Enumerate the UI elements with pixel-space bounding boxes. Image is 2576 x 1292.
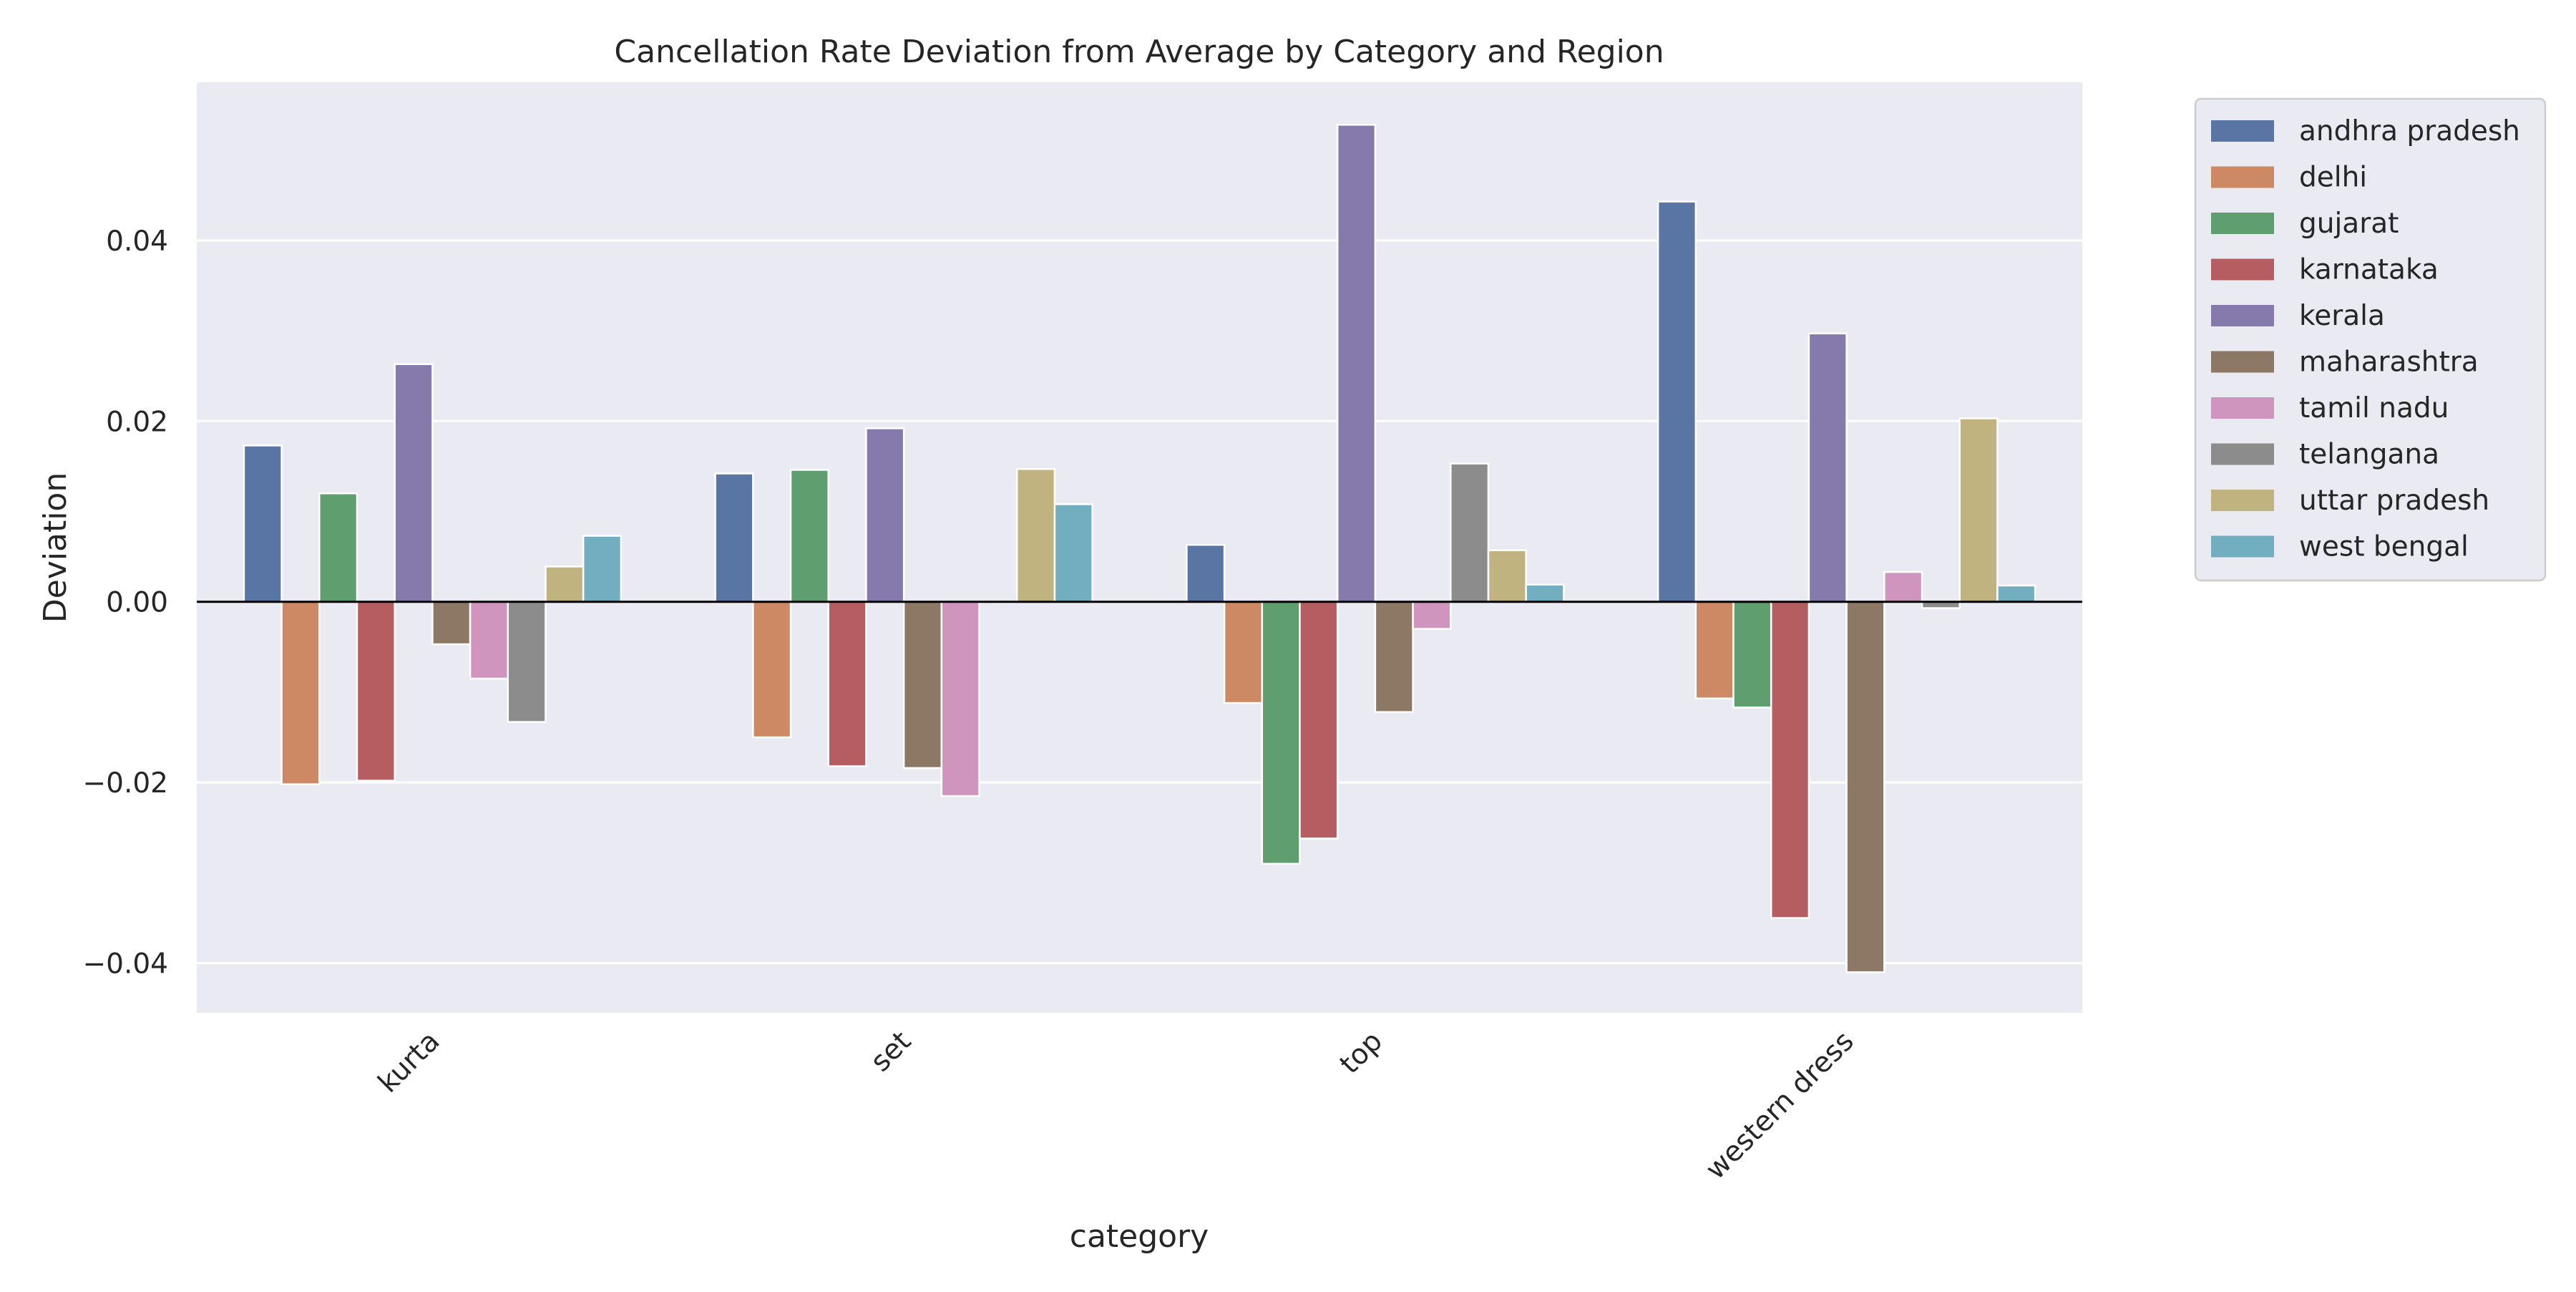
x-tick-label: western dress <box>1699 1025 1860 1186</box>
y-axis-ticks: −0.04 −0.02 0.00 0.02 0.04 <box>82 225 168 981</box>
x-axis-label: category <box>1070 1218 1209 1255</box>
bar-karnataka-set <box>827 601 867 767</box>
bar-tamil-nadu-top <box>1412 601 1452 630</box>
bar-gujarat-kurta <box>318 492 358 603</box>
x-tick-label: kurta <box>372 1025 446 1099</box>
bar-tamil-nadu-kurta <box>469 601 509 680</box>
legend-swatch <box>2211 305 2274 326</box>
bar-uttar-pradesh-set <box>1015 467 1056 603</box>
bar-maharashtra-top <box>1374 601 1414 713</box>
bar-gujarat-top <box>1261 601 1301 865</box>
bar-telangana-kurta <box>507 601 547 723</box>
bar-tamil-nadu-western-dress <box>1883 570 1923 603</box>
bar-delhi-top <box>1223 601 1264 704</box>
legend-label: west bengal <box>2299 531 2469 563</box>
legend-swatch <box>2211 351 2274 373</box>
bar-tamil-nadu-set <box>940 601 980 797</box>
bar-gujarat-set <box>789 469 829 603</box>
legend-label: delhi <box>2299 162 2367 194</box>
y-tick-label: 0.04 <box>106 225 168 258</box>
bar-maharashtra-western-dress <box>1845 601 1885 973</box>
legend-swatch <box>2211 166 2274 188</box>
legend-swatch <box>2211 397 2274 419</box>
legend-label: kerala <box>2299 300 2385 332</box>
bar-andhra-pradesh-kurta <box>243 445 283 603</box>
y-tick-label: 0.00 <box>106 587 168 619</box>
plot-background <box>197 82 2082 1013</box>
bar-delhi-western-dress <box>1694 601 1735 700</box>
bars <box>243 124 2036 973</box>
bar-delhi-set <box>752 601 792 739</box>
bar-karnataka-kurta <box>356 601 396 782</box>
legend-label: karnataka <box>2299 254 2439 286</box>
bar-kerala-top <box>1336 124 1377 603</box>
x-tick-label: set <box>864 1025 917 1078</box>
legend-label: tamil nadu <box>2299 392 2449 424</box>
bar-west-bengal-top <box>1525 583 1565 603</box>
bar-andhra-pradesh-western-dress <box>1657 200 1697 603</box>
bar-maharashtra-kurta <box>431 601 472 646</box>
bar-kerala-kurta <box>394 363 434 603</box>
legend-label: telangana <box>2299 439 2439 471</box>
legend-box <box>2194 97 2547 582</box>
legend-swatch <box>2211 258 2274 281</box>
bar-west-bengal-set <box>1053 503 1093 603</box>
bar-west-bengal-kurta <box>582 535 623 603</box>
bar-maharashtra-set <box>902 601 943 769</box>
bar-uttar-pradesh-western-dress <box>1958 417 1999 603</box>
x-tick-label: top <box>1334 1025 1389 1080</box>
legend-swatch <box>2211 120 2274 142</box>
bar-telangana-top <box>1450 462 1490 603</box>
bar-karnataka-top <box>1299 601 1339 840</box>
bar-kerala-western-dress <box>1807 332 1848 603</box>
y-tick-label: 0.02 <box>106 406 168 438</box>
legend-label: gujarat <box>2299 208 2399 240</box>
legend-swatch <box>2211 443 2274 465</box>
legend-label: uttar pradesh <box>2299 485 2489 517</box>
x-axis-ticks: kurta set top western dress <box>372 1025 1860 1186</box>
bar-andhra-pradesh-set <box>714 472 754 603</box>
bar-west-bengal-western-dress <box>1996 584 2036 603</box>
chart-title: Cancellation Rate Deviation from Average… <box>614 34 1664 70</box>
legend-swatch <box>2211 490 2274 511</box>
bar-uttar-pradesh-top <box>1487 549 1527 603</box>
bar-kerala-set <box>865 427 905 603</box>
bar-gujarat-western-dress <box>1732 601 1772 709</box>
bar-andhra-pradesh-top <box>1186 543 1226 603</box>
legend-swatch <box>2211 535 2274 558</box>
y-tick-label: −0.02 <box>82 767 168 800</box>
bar-karnataka-western-dress <box>1770 601 1810 919</box>
legend: andhra pradesh delhi gujarat karnataka keral… <box>2194 97 2547 582</box>
legend-label: andhra pradesh <box>2299 115 2520 147</box>
bar-delhi-kurta <box>280 601 321 785</box>
legend-label: maharashtra <box>2299 346 2479 379</box>
legend-swatch <box>2211 213 2274 234</box>
y-tick-label: −0.04 <box>82 948 168 981</box>
y-axis-label: Deviation <box>37 472 74 623</box>
bar-uttar-pradesh-kurta <box>545 565 585 603</box>
